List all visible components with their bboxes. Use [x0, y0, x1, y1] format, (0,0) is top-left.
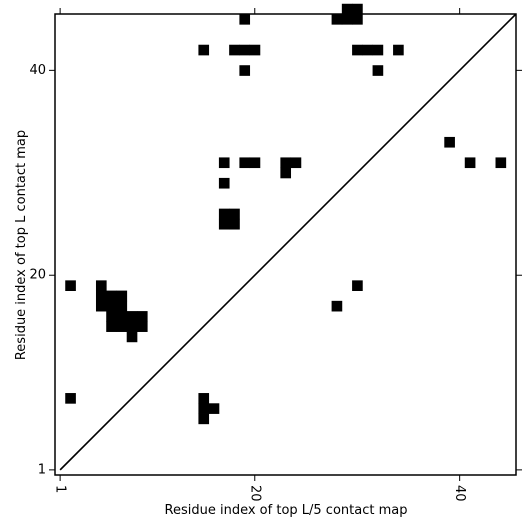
y-tick-label: 40: [29, 63, 46, 78]
contact-cell: [352, 44, 363, 56]
contact-cell: [198, 393, 210, 404]
contact-cell: [464, 157, 476, 169]
contact-cell: [95, 290, 107, 302]
x-tick-label: 1: [53, 485, 68, 493]
plot-frame: [54, 13, 517, 476]
x-tick-label: 20: [247, 485, 262, 502]
y-tick-label: 20: [29, 268, 46, 283]
contact-cell: [218, 208, 230, 220]
contact-cell: [126, 311, 138, 322]
contact-cell: [95, 280, 107, 291]
contact-cell: [239, 65, 251, 76]
y-tick-label: 1: [38, 462, 46, 477]
contact-cell: [218, 177, 230, 189]
contact-cell: [106, 300, 117, 312]
contact-cell: [229, 218, 240, 230]
contact-cell: [249, 157, 261, 169]
contact-cell: [198, 403, 210, 414]
y-axis-label: Residue index of top L contact map: [14, 130, 29, 360]
diagonal-line: [59, 13, 517, 471]
contact-cell: [393, 44, 404, 56]
contact-cell: [331, 300, 343, 312]
contact-cell: [352, 14, 363, 25]
contact-cell: [116, 290, 128, 302]
contact-cell: [106, 321, 117, 332]
contact-cell: [198, 413, 210, 425]
contact-cell: [208, 403, 220, 414]
contact-cell: [331, 14, 343, 25]
contact-cells: [65, 3, 507, 425]
x-tick-label: 40: [452, 485, 467, 502]
contact-cell: [362, 44, 373, 56]
axis-ticks: 1 20 40 1 20 40: [29, 8, 522, 502]
contact-cell: [65, 393, 76, 404]
contact-cell: [290, 157, 302, 169]
contact-cell: [136, 321, 148, 332]
contact-cell: [352, 3, 363, 15]
contact-cell: [65, 280, 76, 291]
x-axis-label: Residue index of top L/5 contact map: [165, 503, 408, 518]
contact-cell: [239, 157, 251, 169]
contact-cell: [280, 157, 292, 169]
contact-cell: [341, 14, 353, 25]
contact-cell: [372, 44, 384, 56]
contact-cell: [229, 208, 240, 220]
contact-cell: [280, 167, 292, 179]
contact-cell: [249, 44, 261, 56]
contact-cell: [116, 321, 128, 332]
contact-cell: [352, 280, 363, 291]
contact-cell: [106, 290, 117, 302]
contact-cell: [116, 300, 128, 312]
contact-cell: [218, 218, 230, 230]
contact-cell: [136, 311, 148, 322]
contact-cell: [239, 14, 251, 25]
contact-cell: [372, 65, 384, 76]
contact-cell: [341, 3, 353, 15]
contact-cell: [95, 300, 107, 312]
contact-cell: [218, 157, 230, 169]
contact-cell: [126, 331, 138, 343]
contact-cell: [106, 311, 117, 322]
contact-cell: [229, 44, 240, 56]
contact-cell: [126, 321, 138, 332]
contact-cell: [495, 157, 507, 169]
contact-cell: [198, 44, 210, 56]
contact-cell: [116, 311, 128, 322]
contact-cell: [239, 44, 251, 56]
contact-cell: [444, 136, 455, 148]
